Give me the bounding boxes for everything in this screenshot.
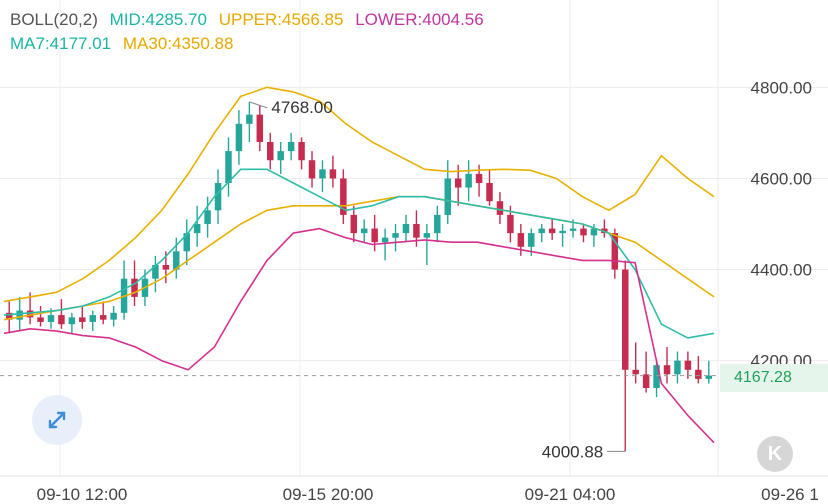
candle-body: [193, 224, 201, 234]
candle-body: [548, 228, 556, 234]
time-tick-label: 09-21 04:00: [525, 485, 616, 504]
candle-body: [381, 237, 389, 243]
candle-body: [79, 317, 86, 322]
candle-body: [371, 228, 378, 243]
candle-body: [246, 114, 253, 124]
indicator-legend-row-2: MA7:4177.01 MA30:4350.88: [10, 34, 240, 54]
candle-body: [444, 178, 451, 215]
ma30-line: [3, 195, 715, 321]
candle-body: [695, 369, 702, 379]
candle-body: [360, 228, 368, 234]
candle-body: [569, 228, 577, 231]
candle-body: [152, 265, 159, 279]
candle-body: [131, 278, 138, 297]
candle-body: [653, 365, 660, 388]
candle-body: [507, 214, 514, 234]
ma7-value: MA7:4177.01: [10, 34, 112, 53]
time-tick-label: 09-26 1: [761, 485, 819, 504]
candle-body: [110, 312, 117, 320]
candle-body: [298, 142, 305, 161]
candle-body: [329, 169, 337, 179]
ma30-value: MA30:4350.88: [122, 34, 234, 53]
candle-body: [496, 201, 504, 215]
time-tick-label: 09-10 12:00: [37, 485, 128, 504]
candle-body: [642, 374, 650, 388]
upper-value: UPPER:4566.85: [218, 10, 344, 29]
candle-body: [538, 228, 545, 234]
candle-body: [68, 317, 76, 325]
candle-body: [99, 315, 107, 320]
candle-body: [340, 178, 347, 215]
candle-body: [528, 233, 535, 247]
high-pointer: [249, 101, 268, 109]
candle-body: [674, 360, 681, 375]
candle-body: [308, 160, 316, 179]
candle-body: [663, 365, 671, 375]
time-tick-label: 09-15 20:00: [283, 485, 374, 504]
candle-body: [37, 317, 44, 322]
boll-mid-line: [3, 168, 715, 339]
candle-body: [319, 169, 326, 179]
price-tick-label: 4800.00: [751, 78, 812, 97]
candle-body: [475, 173, 483, 183]
candle-body: [235, 123, 243, 152]
candle-body: [214, 183, 222, 211]
high-annotation: 4768.00: [271, 98, 332, 117]
candle-body: [26, 310, 34, 318]
candle-body: [204, 210, 211, 224]
candle-body: [434, 214, 441, 234]
candle-body: [611, 233, 619, 270]
candle-body: [684, 360, 692, 370]
candle-body: [256, 114, 264, 142]
candle-body: [287, 142, 295, 152]
candle-body: [465, 173, 472, 188]
mid-value: MID:4285.70: [109, 10, 207, 29]
last-price-badge: 4167.28: [720, 364, 828, 392]
candle-body: [89, 315, 96, 322]
expand-button[interactable]: [32, 395, 82, 445]
boll-lower-line: [3, 227, 715, 444]
candle-body: [402, 224, 410, 234]
candle-body: [392, 233, 399, 238]
candle-body: [622, 269, 629, 370]
candle-body: [632, 369, 639, 375]
candle-body: [173, 251, 180, 270]
candle-body: [350, 214, 358, 234]
boll-label: BOLL(20,2): [10, 10, 98, 29]
candle-body: [580, 228, 587, 236]
price-tick-label: 4600.00: [751, 169, 812, 188]
candle-body: [5, 312, 13, 320]
candle-body: [423, 233, 431, 238]
candle-body: [454, 178, 462, 188]
candle-body: [47, 315, 55, 322]
candle-body: [517, 233, 525, 247]
price-tick-label: 4400.00: [751, 261, 812, 280]
candle-body: [16, 310, 23, 320]
candle-body: [183, 233, 190, 252]
candle-body: [413, 224, 420, 238]
low-annotation: 4000.88: [542, 442, 603, 461]
candle-body: [559, 230, 566, 234]
indicator-legend-row-1: BOLL(20,2) MID:4285.70 UPPER:4566.85 LOW…: [10, 10, 491, 30]
boll-upper-line: [3, 86, 715, 303]
candle-body: [277, 151, 284, 161]
lower-value: LOWER:4004.56: [355, 10, 484, 29]
candle-body: [162, 265, 170, 270]
candle-body: [267, 142, 274, 161]
k-chart-button[interactable]: K: [757, 436, 793, 472]
candle-body: [58, 315, 65, 325]
candle-body: [590, 228, 598, 236]
expand-arrows-icon: [48, 411, 66, 429]
candle-body: [486, 183, 493, 202]
candle-body: [225, 151, 232, 183]
candle-body: [705, 375, 713, 379]
